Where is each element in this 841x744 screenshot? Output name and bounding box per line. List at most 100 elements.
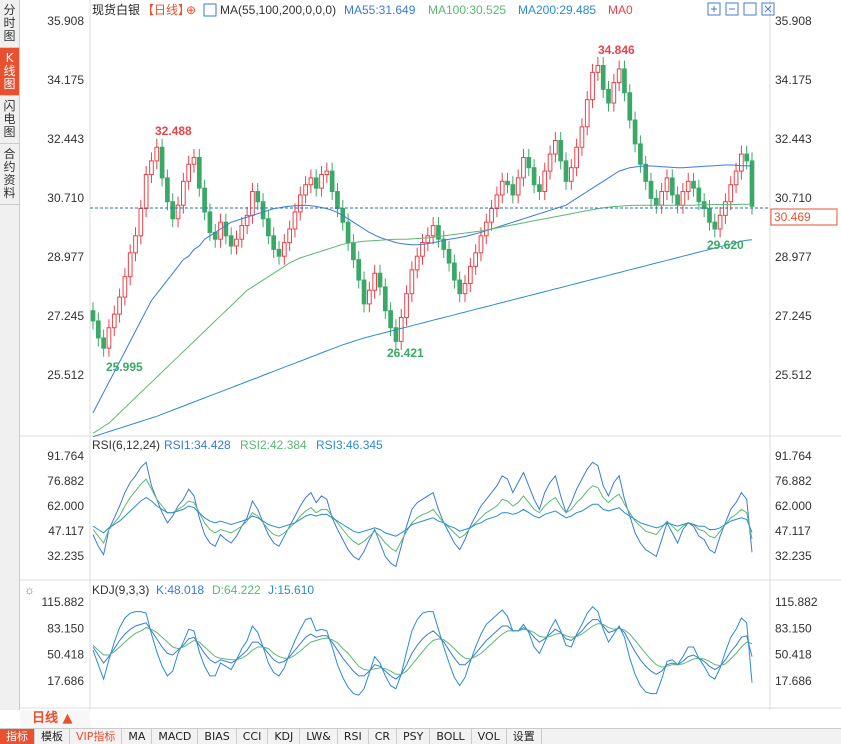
candle-body (234, 238, 239, 247)
candle-body (457, 279, 463, 295)
expand-icon[interactable] (707, 2, 721, 16)
candle-body (202, 187, 207, 213)
tab-ma[interactable]: MA (122, 729, 153, 744)
close-icon[interactable] (761, 2, 775, 16)
candle-body (175, 204, 181, 220)
side-tab-flash[interactable]: 闪电图 (0, 96, 19, 144)
kdj-axis: 115.882 115.882 83.150 83.150 50.418 50.418 17… (42, 595, 818, 688)
candle-body (154, 146, 160, 162)
kdj-k-value: K:48.018 (156, 583, 204, 597)
tab-bias[interactable]: BIAS (198, 729, 237, 744)
annotation-high-1: 32.488 (155, 124, 192, 138)
rsi-tick-left: 47.117 (48, 524, 84, 538)
candle-body (712, 221, 718, 230)
candle-body (728, 184, 734, 203)
candle-body (207, 211, 213, 233)
ma200-value: MA200:29.485 (518, 3, 596, 17)
tab-rsi[interactable]: RSI (338, 729, 369, 744)
candle-body (505, 180, 510, 186)
tab-psy[interactable]: PSY (397, 729, 431, 744)
rsi-line-1 (92, 461, 753, 568)
ma55-value: MA55:31.649 (344, 3, 416, 17)
tab-cci[interactable]: CCI (237, 729, 269, 744)
rsi-tick-left: 76.882 (47, 474, 84, 488)
tab-boll[interactable]: BOLL (430, 729, 472, 744)
candle-body (659, 191, 664, 206)
candle-body (356, 259, 362, 281)
candle-body (404, 293, 409, 319)
price-tick-right: 32.443 (775, 132, 812, 146)
candle-body (563, 160, 569, 182)
annotation-low-3: 29.620 (707, 238, 744, 252)
tab-lw[interactable]: LW& (300, 729, 338, 744)
tab-vol[interactable]: VOL (472, 729, 507, 744)
tab-vip-indicator[interactable]: VIP指标 (70, 729, 123, 744)
window-controls (707, 2, 775, 16)
tab-macd[interactable]: MACD (152, 729, 199, 744)
price-tick-left: 34.175 (47, 73, 84, 87)
candle-body (250, 191, 255, 216)
candle-body (632, 119, 638, 145)
ma-param: MA(55,100,200,0,0,0) (220, 3, 336, 17)
candle-body (537, 184, 542, 193)
candle-body (425, 235, 431, 244)
ma0-value: MA0 (608, 3, 633, 17)
rsi2-value: RSI2:42.384 (240, 438, 307, 452)
sun-icon[interactable]: ☼ (24, 583, 35, 597)
candle-body (739, 153, 744, 172)
side-tab-timeshare[interactable]: 分时图 (0, 0, 19, 48)
candle-body (90, 310, 96, 322)
period-selector[interactable]: 日线 ▲ (20, 710, 90, 728)
candle-body (499, 180, 505, 196)
price-tick-left: 35.908 (47, 14, 84, 28)
chart-canvas[interactable]: 现货白银 【日线】 ⊕ MA(55,100,200,0,0,0) MA55:31… (0, 0, 841, 710)
candle-body (478, 235, 484, 254)
candle-body (398, 317, 404, 342)
fullscreen-icon[interactable] (743, 2, 757, 16)
candlestick-series (90, 57, 755, 357)
candle-body (313, 177, 319, 189)
shrink-icon[interactable] (725, 2, 739, 16)
candle-body (691, 180, 696, 189)
price-tick-left: 28.977 (47, 250, 84, 264)
candle-body (494, 194, 500, 210)
candle-body (616, 68, 622, 84)
side-tab-contract-info[interactable]: 合约资料 (0, 144, 19, 205)
candle-body (149, 160, 154, 176)
candle-body (675, 194, 680, 206)
tab-template[interactable]: 模板 (35, 729, 70, 744)
candle-body (553, 139, 558, 155)
current-price-label: 30.469 (774, 210, 811, 224)
ma200-line (92, 239, 753, 438)
candle-body (526, 156, 532, 169)
candle-body (669, 177, 675, 196)
tab-settings[interactable]: 设置 (507, 729, 542, 744)
candle-body (420, 242, 425, 257)
price-axis-left: 35.908 34.175 32.443 30.710 28.977 27.245 25.5… (47, 14, 84, 382)
candle-body (122, 276, 128, 298)
candle-body (606, 88, 611, 104)
indicator-icon[interactable] (203, 3, 217, 17)
kdj-tick-right: 50.418 (775, 648, 812, 662)
rsi1-value: RSI1:34.428 (164, 438, 231, 452)
candle-body (680, 191, 686, 206)
kdj-tick-left: 115.882 (42, 595, 85, 609)
candle-body (377, 272, 383, 288)
candle-body (281, 242, 287, 257)
candle-body (574, 146, 579, 169)
candle-body (627, 92, 633, 121)
annotation-low-1: 25.995 (106, 360, 143, 374)
side-tab-kline[interactable]: K线图 (0, 48, 19, 96)
candle-body (696, 187, 702, 203)
tab-indicator[interactable]: 指标 (0, 729, 35, 744)
tab-cr[interactable]: CR (369, 729, 398, 744)
candle-body (685, 180, 691, 193)
candle-body (138, 208, 144, 237)
candle-body (133, 235, 138, 254)
candle-body (744, 153, 750, 162)
candle-body (191, 156, 197, 165)
candle-body (101, 337, 106, 349)
tab-kdj[interactable]: KDJ (268, 729, 301, 744)
candle-body (446, 248, 452, 264)
add-icon[interactable]: ⊕ (186, 3, 196, 17)
